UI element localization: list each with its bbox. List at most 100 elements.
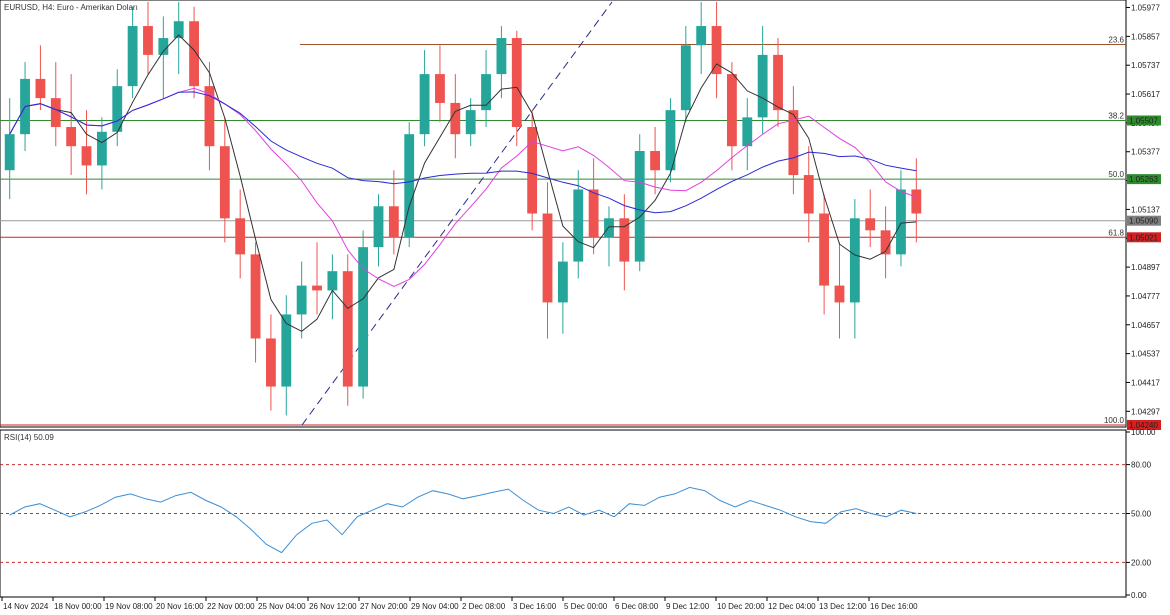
bear-candle [865, 218, 876, 231]
time-tick-label: 18 Nov 00:00 [54, 602, 102, 611]
bear-candle [542, 213, 553, 303]
price-tick-label: 1.05137 [1131, 205, 1160, 214]
time-tick-label: 6 Dec 08:00 [615, 602, 659, 611]
time-tick-label: 26 Nov 12:00 [309, 602, 357, 611]
bear-candle [189, 21, 200, 87]
bear-candle [911, 189, 922, 214]
bull-candle [158, 38, 169, 55]
bull-candle [404, 134, 415, 238]
time-tick-label: 9 Dec 12:00 [666, 602, 710, 611]
rsi-tick-label: 0.00 [1131, 591, 1147, 600]
bear-candle [834, 285, 845, 303]
price-badge [1127, 420, 1161, 430]
bull-candle [849, 218, 860, 303]
rsi-tick-label: 100.00 [1131, 428, 1156, 437]
fib-level-label: 100.0 [1104, 416, 1125, 425]
bull-candle [96, 131, 107, 166]
time-tick-label: 19 Nov 08:00 [105, 602, 153, 611]
rsi-label: RSI(14) 50.09 [4, 433, 54, 442]
bear-candle [803, 175, 814, 214]
price-tick-label: 1.05737 [1131, 61, 1160, 70]
bear-candle [435, 74, 445, 103]
time-tick-label: 3 Dec 16:00 [513, 602, 557, 611]
bear-candle [66, 126, 77, 147]
bull-candle [696, 26, 707, 46]
fib-level-label: 23.6 [1108, 36, 1124, 45]
rsi-axis: 100.00 80.00 50.00 20.00 0.00 [1126, 428, 1156, 600]
time-tick-label: 13 Dec 12:00 [819, 602, 867, 611]
bull-candle [358, 247, 369, 387]
time-tick-label: 2 Dec 08:00 [462, 602, 506, 611]
bear-candle [204, 86, 215, 147]
bear-candle [650, 151, 661, 171]
bear-candle [250, 254, 261, 339]
bull-candle [573, 189, 584, 262]
bear-candle [588, 189, 599, 238]
rsi-tick-label: 80.00 [1131, 461, 1152, 470]
trend-line-layer [301, 1, 613, 426]
price-tick-label: 1.04777 [1131, 292, 1160, 301]
bear-candle [511, 38, 522, 127]
bear-candle [388, 206, 399, 238]
price-tick-label: 1.04417 [1131, 378, 1160, 387]
bull-candle [281, 314, 292, 387]
bull-candle [127, 26, 138, 87]
bear-candle [619, 218, 630, 262]
bear-candle [50, 98, 61, 127]
price-badge-label: 1.04240 [1129, 421, 1158, 430]
bear-candle [265, 338, 276, 387]
bull-candle [604, 218, 614, 238]
bear-candle [773, 54, 783, 111]
time-tick-label: 22 Nov 00:00 [207, 602, 255, 611]
bear-candle [788, 110, 799, 176]
bear-candle [819, 213, 830, 286]
bull-candle [4, 134, 15, 171]
price-badge [1127, 115, 1161, 126]
fib-level-label: 38.2 [1108, 111, 1124, 120]
chart-title: EURUSD, H4: Euro - Amerikan Doları [4, 3, 138, 12]
time-tick-label: 14 Nov 2024 [3, 602, 49, 611]
bull-candle [496, 38, 507, 75]
bear-candle [527, 126, 538, 214]
bear-candle [35, 78, 46, 99]
bull-candle [757, 54, 768, 118]
bear-candle [450, 102, 461, 135]
moving-averages [9, 34, 917, 332]
price-tick-label: 1.04657 [1131, 321, 1160, 330]
bull-candle [557, 261, 568, 303]
rsi-tick-label: 20.00 [1131, 558, 1152, 567]
price-axis: 1.059771.058571.057371.056171.054971.053… [1126, 4, 1160, 416]
bull-candle [465, 110, 476, 135]
time-tick-label: 20 Nov 16:00 [156, 602, 204, 611]
main-panel[interactable] [0, 0, 1127, 428]
price-badge-label: 1.05263 [1129, 175, 1158, 184]
bear-candle [143, 26, 153, 55]
price-tick-label: 1.04537 [1131, 350, 1160, 359]
bull-candle [296, 285, 307, 315]
bull-candle [742, 117, 753, 147]
horizontal-lines [0, 119, 1126, 426]
fib-level-label: 61.8 [1108, 228, 1124, 237]
price-tick-label: 1.05977 [1131, 4, 1160, 13]
trend-line [301, 1, 613, 426]
bear-candle [880, 230, 891, 255]
bear-candle [711, 26, 722, 75]
rsi-indicator [0, 464, 1126, 563]
bull-candle [327, 271, 338, 291]
fib-level-label: 50.0 [1108, 170, 1124, 179]
candles [4, 2, 922, 416]
bear-candle [342, 271, 353, 387]
price-tick-label: 1.05617 [1131, 90, 1160, 99]
price-tick-label: 1.05857 [1131, 32, 1160, 41]
time-tick-label: 29 Nov 04:00 [411, 602, 459, 611]
price-badges: 1.05507 1.05263 1.05090 1.05021 1.04240 [1127, 115, 1161, 430]
bull-candle [112, 86, 123, 132]
time-tick-label: 10 Dec 20:00 [717, 602, 765, 611]
bear-candle [235, 218, 246, 255]
bull-candle [373, 206, 384, 248]
price-tick-label: 1.05377 [1131, 148, 1160, 157]
bull-candle [665, 110, 676, 171]
price-badge-label: 1.05507 [1129, 116, 1158, 125]
price-badge [1127, 215, 1161, 226]
